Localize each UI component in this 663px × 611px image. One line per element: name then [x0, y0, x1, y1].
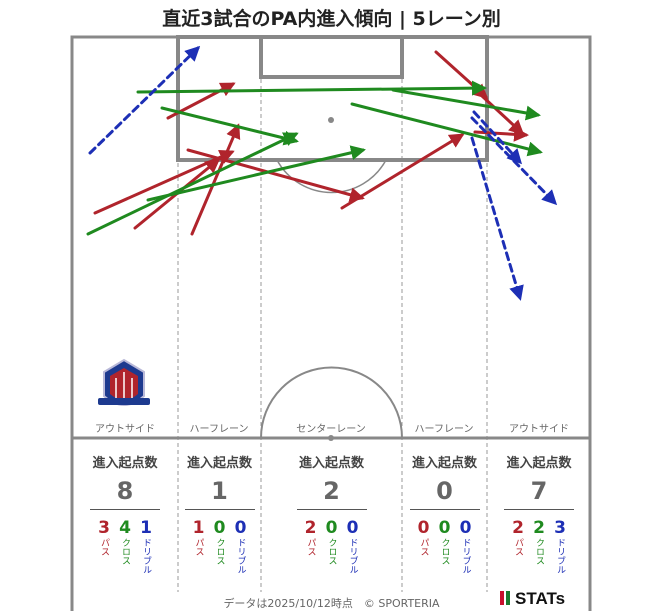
entry-count-total: 1: [211, 477, 228, 505]
pass-arrow: [190, 123, 241, 236]
cross-arrow: [350, 102, 543, 157]
entry-count-header: 進入起点数: [186, 456, 252, 471]
pass-label: パス: [99, 538, 109, 556]
lane-name-0: アウトサイド: [95, 423, 155, 435]
chart-title: 直近3試合のPA内進入傾向 | 5レーン別: [162, 8, 501, 30]
pass-arrow: [434, 50, 489, 100]
pass-arrow: [340, 133, 465, 210]
dribble-arrow: [88, 45, 201, 155]
entry-count-header: 進入起点数: [92, 456, 158, 471]
pitch-outline: [70, 35, 592, 440]
lane-name-2: センターレーン: [296, 423, 366, 435]
entry-arrows: [86, 45, 558, 301]
dribble-label: ドリブル: [460, 538, 471, 574]
center-circle: [260, 366, 403, 439]
brand-logo: STATs: [500, 589, 565, 609]
dribble-count: 0: [234, 518, 247, 538]
entry-count-header: 進入起点数: [298, 456, 364, 471]
lane-name-1: ハーフレーン: [190, 424, 249, 435]
cross-arrow: [160, 106, 299, 146]
lane-stats-3: 進入起点数 0 0 パス 0 クロス 0 ドリブル: [402, 452, 487, 574]
dribble-arrow: [470, 136, 524, 301]
pass-label: パス: [193, 538, 204, 556]
cross-label: クロス: [214, 538, 225, 565]
pass-label: パス: [513, 538, 523, 556]
dribble-arrow: [470, 116, 558, 206]
penalty-arc: [276, 159, 387, 194]
cross-count: 0: [438, 518, 451, 538]
pass-count: 1: [192, 518, 205, 538]
cross-arrow: [136, 80, 487, 96]
entry-count-total: 8: [116, 477, 134, 505]
dribble-count: 1: [140, 518, 152, 538]
dribble-label: ドリブル: [141, 538, 151, 574]
penalty-spot: [328, 117, 334, 123]
lane-name-3: ハーフレーン: [415, 424, 474, 435]
center-spot: [328, 435, 334, 441]
cross-count: 4: [119, 518, 131, 538]
pass-count: 0: [417, 518, 430, 538]
dribble-arrow: [472, 110, 523, 165]
dribble-count: 0: [346, 518, 359, 538]
lane-stats-4: 進入起点数 7 2 パス 2 クロス 3 ドリブル: [494, 452, 584, 574]
pass-count: 3: [98, 518, 110, 538]
pass-count: 2: [512, 518, 524, 538]
pass-label: パス: [305, 538, 316, 556]
lane-stats-0: 進入起点数 8 3 パス 4 クロス 1 ドリブル: [80, 452, 170, 574]
cross-label: クロス: [439, 538, 450, 565]
entry-count-total: 0: [436, 477, 453, 505]
divider-rule: [184, 509, 255, 510]
cross-label: クロス: [120, 538, 130, 565]
cross-count: 2: [533, 518, 545, 538]
brand-text: STATs: [515, 589, 566, 608]
dribble-label: ドリブル: [347, 538, 358, 574]
dribble-label: ドリブル: [555, 538, 565, 574]
club-crest-logo: [98, 358, 150, 406]
cross-label: クロス: [534, 538, 544, 565]
lane-stats-2: 進入起点数 2 2 パス 0 クロス 0 ドリブル: [261, 452, 402, 574]
entry-count-total: 2: [323, 477, 340, 505]
lane-name-4: アウトサイド: [509, 423, 569, 435]
divider-rule: [296, 509, 367, 510]
entry-count-total: 7: [530, 477, 548, 505]
dribble-count: 0: [459, 518, 472, 538]
pass-label: パス: [418, 538, 429, 556]
dribble-label: ドリブル: [235, 538, 246, 574]
cross-arrow: [86, 132, 299, 236]
dribble-count: 3: [554, 518, 566, 538]
pass-arrow: [186, 148, 365, 203]
divider-rule: [90, 509, 160, 510]
entry-count-header: 進入起点数: [506, 456, 572, 471]
goal-area: [259, 35, 404, 79]
cross-arrow: [391, 88, 541, 121]
divider-rule: [504, 509, 574, 510]
pass-arrow: [473, 126, 529, 142]
entry-count-header: 進入起点数: [411, 456, 477, 471]
footer-note: データは2025/10/12時点 © SPORTERIA: [223, 597, 440, 610]
cross-arrow: [146, 145, 366, 202]
cross-count: 0: [213, 518, 226, 538]
cross-count: 0: [325, 518, 338, 538]
lane-stats-1: 進入起点数 1 1 パス 0 クロス 0 ドリブル: [178, 452, 261, 574]
cross-label: クロス: [326, 538, 337, 565]
divider-rule: [409, 509, 480, 510]
pass-count: 2: [304, 518, 317, 538]
